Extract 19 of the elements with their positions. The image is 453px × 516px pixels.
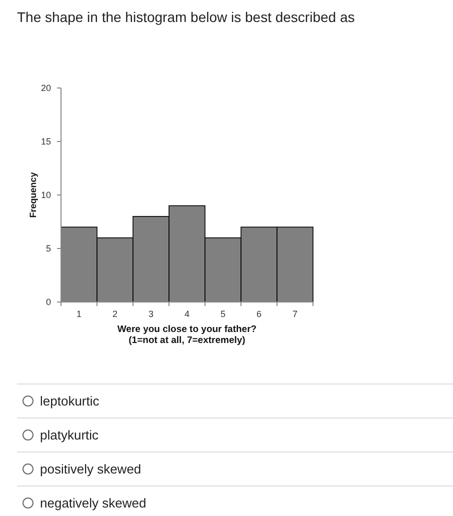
y-tick-label: 15 [40,136,51,147]
x-tick-label: 7 [292,309,298,319]
text: negatively skewed [40,496,146,511]
text: positively skewed [40,462,142,477]
text: leptokurtic [40,394,100,409]
x-tick-label: 6 [256,309,262,319]
y-tick-label: 0 [46,297,51,308]
chart-title: The shape in the histogram below is best described as [17,9,355,25]
x-tick-label: 2 [112,309,118,319]
x-tick-label: 1 [76,309,82,319]
y-tick-label: 20 [40,83,51,94]
x-tick-label: 3 [148,309,154,319]
x-axis-title: Were you close to your father? (1=not at all, 7=extremely) [117,324,257,346]
x-tick-label: 4 [184,309,190,319]
y-tick-label: 10 [40,190,51,200]
x-tick-label: 5 [220,309,226,319]
y-axis-title: Frequency [28,172,38,218]
y-tick-label: 5 [46,244,51,254]
text: platykurtic [40,428,100,443]
